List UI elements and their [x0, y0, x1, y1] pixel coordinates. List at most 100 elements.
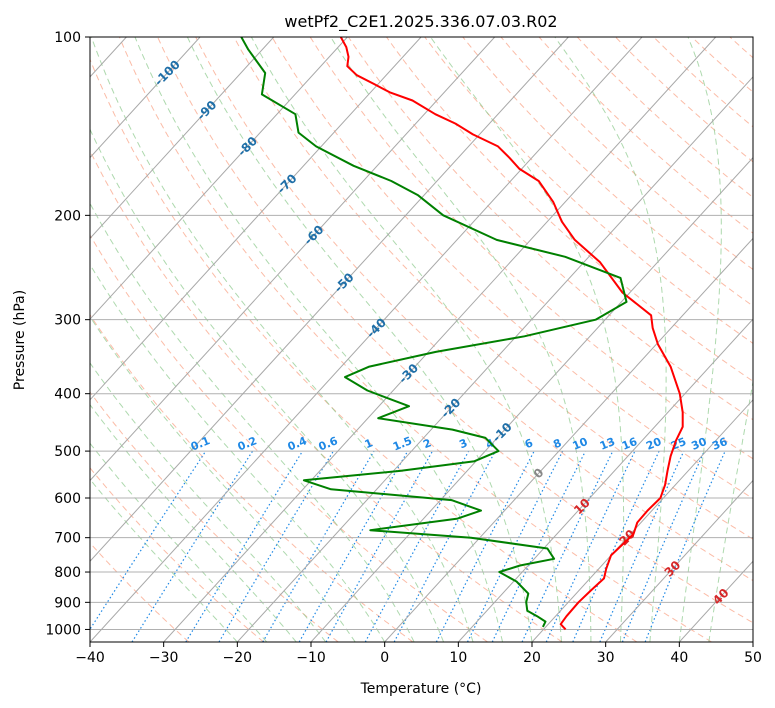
dry-adiabat: [615, 37, 753, 163]
x-tick-label: 50: [744, 650, 762, 666]
dry-adiabats: [90, 37, 753, 642]
y-tick-label: 600: [54, 491, 81, 507]
isotherm-line: [163, 37, 717, 642]
isotherm-line: [90, 37, 496, 482]
x-tick-label: −30: [149, 650, 179, 666]
isotherm-line: [384, 237, 753, 642]
skewed-isotherms: [90, 37, 753, 642]
mixing-ratio-line: [466, 450, 564, 642]
dry-adiabat: [347, 37, 753, 421]
mixing-ratio-line: [131, 450, 254, 642]
isotherm-label: -30: [396, 361, 421, 386]
x-tick-label: 10: [449, 650, 467, 666]
dry-adiabat: [576, 37, 753, 198]
x-tick-label: 40: [670, 650, 688, 666]
moist-adiabat: [90, 478, 238, 642]
isotherm-line: [531, 399, 753, 642]
mixing-ratio-label: 10: [571, 435, 590, 453]
dewpoint-profile: [240, 37, 628, 628]
moist-adiabat: [90, 263, 386, 642]
moist-adiabat: [134, 37, 503, 642]
isotherm-line: [90, 37, 422, 401]
isotherm-line: [90, 37, 569, 563]
y-tick-label: 200: [54, 208, 81, 224]
moist-adiabat: [430, 37, 625, 642]
mixing-ratio-label: 2: [421, 436, 433, 451]
mixing-ratio-line: [599, 450, 685, 642]
dry-adiabat: [271, 37, 753, 500]
moist-adiabat: [708, 379, 753, 642]
dry-adiabat: [157, 37, 753, 624]
dry-adiabat: [90, 391, 339, 642]
x-axis-label: Temperature (°C): [360, 681, 482, 697]
isotherm-line: [752, 641, 753, 642]
dry-adiabat: [90, 234, 488, 642]
mixing-ratio-line: [325, 450, 434, 642]
isotherm-label: -90: [194, 98, 219, 123]
mixing-ratio-line: [393, 450, 496, 642]
dry-adiabat: [90, 58, 638, 642]
plot-area: -100-90-80-70-60-50-40-30-20-10010203040…: [90, 37, 753, 642]
mixing-ratio-line: [621, 450, 705, 642]
mixing-ratio-label: 1: [363, 436, 375, 451]
temperature-profile: [339, 37, 684, 631]
moist-adiabat: [330, 37, 592, 642]
dry-adiabat: [309, 37, 753, 460]
dry-adiabat: [424, 37, 753, 344]
moist-adiabat: [90, 403, 297, 642]
dry-adiabat: [653, 37, 753, 128]
moist-adiabat: [250, 37, 562, 642]
mixing-ratio-label: 30: [689, 435, 708, 453]
y-tick-label: 100: [54, 30, 81, 46]
x-tick-label: 20: [523, 650, 541, 666]
mixing-ratio-line: [572, 450, 660, 642]
y-tick-label: 500: [54, 444, 81, 460]
isotherm-label: -50: [331, 270, 356, 295]
isotherm-label: -10: [490, 420, 515, 445]
mixing-ratio-label: 13: [598, 435, 617, 453]
mixing-ratio-line: [90, 450, 207, 631]
moist-adiabat: [554, 37, 667, 642]
dry-adiabat: [729, 37, 753, 59]
isotherm-line: [605, 479, 753, 642]
dry-adiabat: [90, 542, 190, 642]
isotherm-line: [457, 318, 753, 642]
y-tick-label: 800: [54, 565, 81, 581]
moist-adiabat: [90, 128, 445, 642]
isotherm-line: [90, 37, 643, 642]
y-tick-label: 300: [54, 313, 81, 329]
y-tick-label: 700: [54, 531, 81, 547]
moist-adiabat: [90, 315, 356, 642]
moist-adiabats: [90, 37, 753, 642]
y-tick-label: 1000: [45, 622, 81, 638]
x-tick-label: −20: [223, 650, 253, 666]
isotherm-line: [90, 37, 348, 320]
dry-adiabat: [691, 37, 753, 93]
y-tick-label: 900: [54, 595, 81, 611]
moist-adiabat: [90, 442, 268, 642]
profiles: [240, 37, 684, 631]
dry-adiabat: [90, 149, 563, 642]
moist-adiabat: [90, 37, 474, 642]
isotherm-line: [310, 156, 753, 642]
moist-adiabat: [186, 37, 533, 642]
mixing-ratio-line: [364, 450, 470, 642]
x-tick-label: −10: [296, 650, 326, 666]
mixing-ratio-label: 8: [551, 436, 563, 451]
x-tick-label: 30: [597, 650, 615, 666]
mixing-ratio-label: 20: [644, 435, 663, 453]
isotherm-line: [236, 76, 753, 642]
x-tick-label: −40: [75, 650, 105, 666]
isotherm-label: -100: [152, 57, 183, 88]
mixing-ratio-label: 16: [620, 435, 639, 453]
mixing-ratio-label: 3: [457, 436, 469, 451]
moist-adiabat: [678, 37, 722, 642]
x-axis-ticks: −40 −30 −20 −10 0 10 20 30 40 50: [75, 642, 762, 666]
mixing-ratio-label: 36: [710, 435, 729, 453]
mixing-ratio-line: [644, 450, 726, 642]
isotherm-line: [90, 37, 275, 240]
plot-frame: [89, 36, 754, 643]
dry-adiabat: [90, 313, 414, 642]
